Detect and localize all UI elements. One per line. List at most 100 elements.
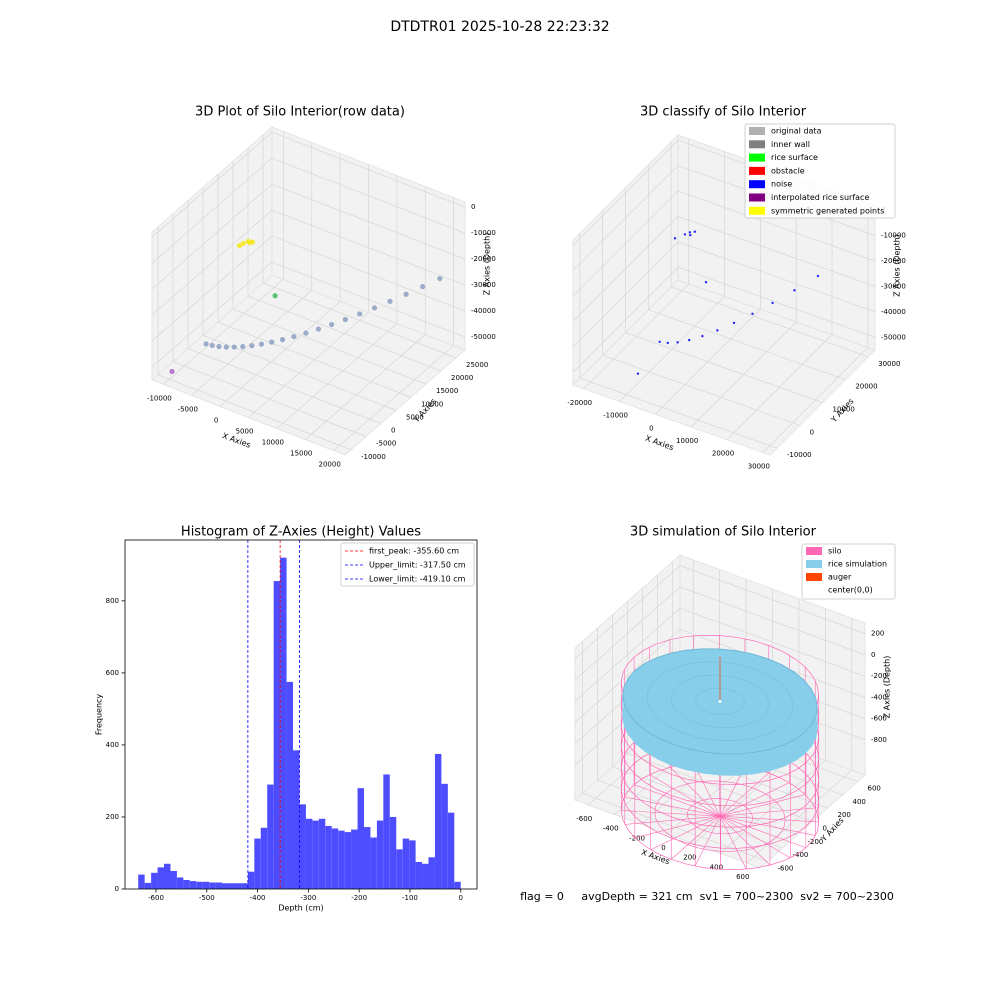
silo-spoke (719, 815, 806, 849)
bar (331, 828, 339, 889)
y-tick-label: 0 (391, 427, 395, 435)
legend-swatch (749, 127, 765, 135)
x-tick-label: -300 (300, 894, 316, 902)
bar (228, 883, 235, 889)
grid-line (572, 216, 679, 322)
grid-line (191, 290, 312, 396)
y-tick-label: 0 (115, 885, 119, 893)
point (272, 293, 278, 299)
x-tick-label: 30000 (748, 462, 770, 470)
point (437, 275, 443, 282)
bar (202, 881, 210, 889)
point (704, 281, 708, 284)
bar (144, 882, 152, 889)
legend-swatch (749, 193, 765, 202)
y-tick-label: 15000 (436, 387, 458, 395)
x-tick-label: 10000 (676, 437, 698, 445)
x-tick-label: -600 (148, 894, 164, 902)
legend-swatch (806, 573, 822, 581)
grid-line (671, 286, 869, 358)
legend-label: original data (771, 127, 822, 136)
z-axis-label: Z Axies (Depth) (483, 233, 492, 296)
y-tick-label: 25000 (466, 361, 488, 369)
legend-label: center(0,0) (828, 586, 873, 595)
point (687, 338, 691, 342)
grid-line (572, 139, 679, 246)
z-tick-label: 0 (471, 203, 475, 211)
legend-swatch (806, 560, 822, 568)
grid-line (248, 312, 369, 418)
point (269, 339, 275, 345)
z-axis-label: Z Axies (Depth) (893, 234, 902, 297)
point (279, 337, 286, 343)
z-tick-label: -40000 (471, 307, 496, 315)
bar (286, 681, 294, 889)
y-tick-label: -10000 (787, 451, 812, 459)
point (676, 341, 679, 344)
y-tick-label: 10000 (833, 406, 855, 414)
grid-line (305, 334, 426, 440)
bar (428, 857, 435, 889)
grid-line (163, 279, 284, 385)
grid-line (151, 209, 273, 316)
grid-line (572, 267, 679, 373)
bar (260, 827, 268, 889)
point (357, 311, 363, 317)
grid-line (271, 235, 466, 312)
silo-spoke (634, 815, 721, 839)
point (673, 237, 677, 240)
legend-swatch (806, 547, 822, 555)
bar (183, 879, 190, 889)
silo-spoke (719, 815, 771, 866)
bar (215, 882, 223, 889)
point (216, 343, 222, 350)
point (203, 341, 209, 347)
bar (415, 861, 423, 889)
y-tick-label: -5000 (376, 440, 396, 448)
grid-line (677, 216, 876, 287)
chart-title: 3D classify of Silo Interior (640, 105, 807, 120)
rice-mesh (695, 688, 745, 715)
grid-line (151, 235, 273, 342)
grid-line (679, 607, 866, 677)
x-tick-label: 15000 (290, 450, 312, 458)
x-tick-label: 0 (459, 894, 463, 902)
legend-label: inner wall (771, 140, 810, 149)
z-tick-label: -50000 (471, 333, 496, 341)
silo-spoke (650, 815, 721, 851)
bar (293, 750, 300, 889)
point (420, 284, 426, 290)
silo-spoke (719, 782, 790, 817)
grid-line (271, 131, 466, 208)
z-tick-label: 0 (871, 651, 875, 659)
x-tick-label: -100 (402, 894, 418, 902)
silo-spoke (719, 807, 816, 817)
grid-line (217, 321, 412, 398)
grid-line (172, 361, 367, 437)
bar (189, 881, 197, 889)
point (732, 321, 736, 325)
bar (234, 883, 242, 889)
z-tick-label: -20000 (881, 257, 906, 265)
x-tick-label: -500 (199, 894, 215, 902)
grid-line (677, 190, 876, 262)
grid-line (151, 157, 273, 264)
grid-line (151, 261, 273, 368)
chart-title: 3D simulation of Silo Interior (630, 525, 817, 540)
bar (351, 829, 358, 889)
bar (157, 867, 165, 889)
bar (138, 874, 145, 889)
silo-spoke (719, 815, 791, 859)
bar (247, 871, 255, 889)
bar (241, 883, 248, 889)
y-tick-label: 200 (106, 813, 119, 821)
point (816, 274, 820, 278)
y-tick-label: 200 (838, 811, 851, 819)
x-tick-label: -400 (250, 894, 266, 902)
grid-line (677, 241, 876, 313)
chart-title: 3D Plot of Silo Interior(row data) (195, 105, 405, 120)
y-tick-label: -200 (808, 838, 824, 846)
bar (376, 820, 384, 889)
